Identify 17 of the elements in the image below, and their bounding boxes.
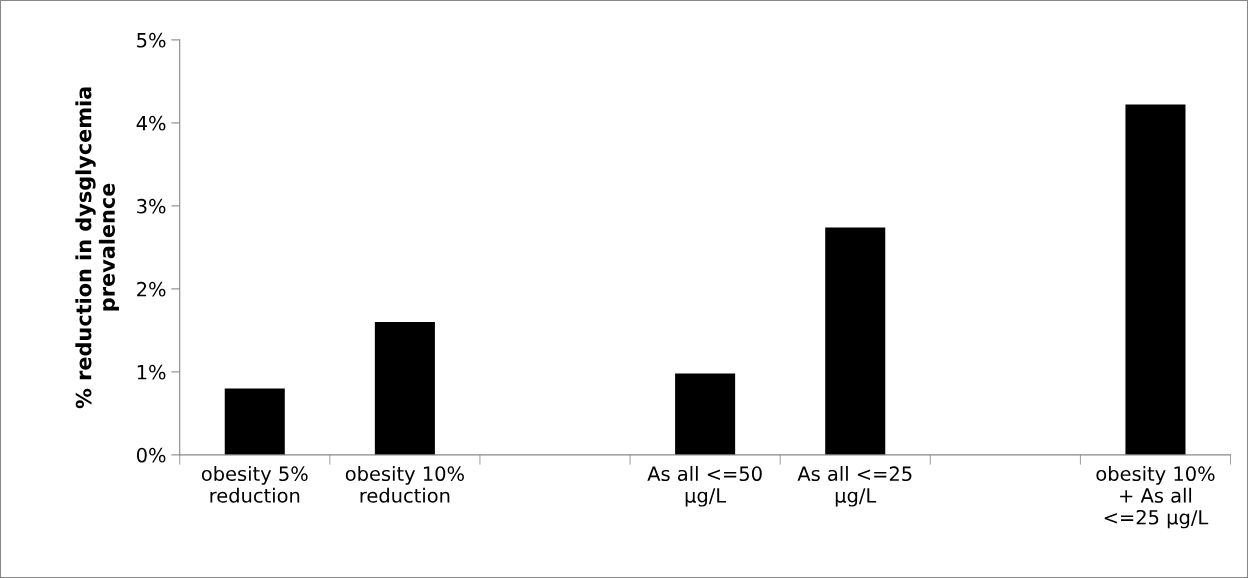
x-tick-label: obesity 10% reduction <box>345 466 464 503</box>
y-tick-label: 4% <box>136 115 166 131</box>
x-tick-label: As all <=50 µg/L <box>647 466 762 507</box>
bar <box>825 227 886 455</box>
bar <box>374 322 435 455</box>
x-tick-label: obesity 10% + As all <=25 µg/L <box>1096 466 1215 529</box>
x-tick-label: As all <=25 µg/L <box>797 466 912 507</box>
bar <box>1125 104 1186 455</box>
bar <box>224 388 285 455</box>
y-axis-title: % reduction in dysglycemia prevalence <box>75 87 119 409</box>
y-tick-label: 2% <box>137 281 166 297</box>
x-tick-label: obesity 5% reduction <box>201 466 308 503</box>
y-tick-label: 0% <box>136 447 166 463</box>
bar <box>675 373 736 455</box>
y-tick-label: 1% <box>137 364 166 380</box>
y-tick-label: 5% <box>137 32 166 48</box>
y-tick-label: 3% <box>137 198 166 214</box>
